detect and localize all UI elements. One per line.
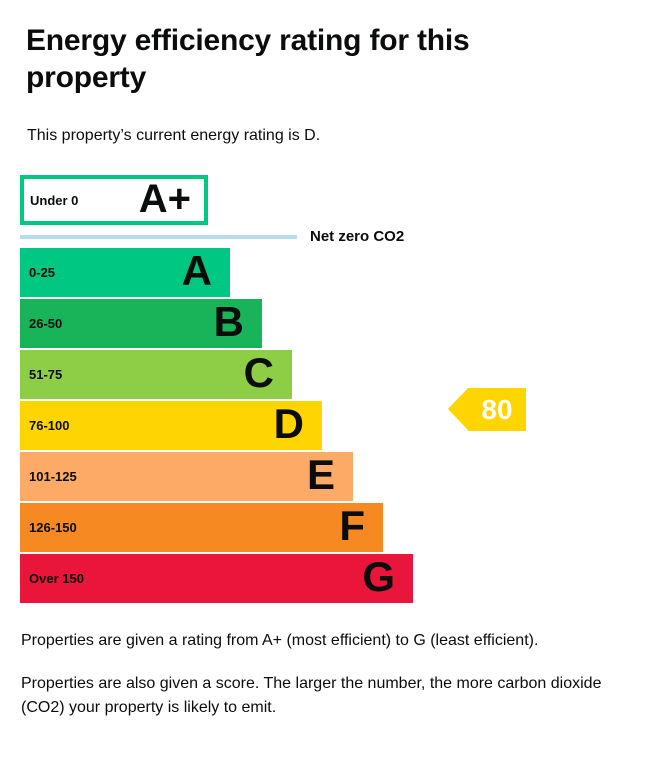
band-range-label: 26-50 — [29, 316, 63, 331]
rating-explanation-text: Properties are given a rating from A+ (m… — [21, 632, 539, 649]
score-explanation-text: Properties are also given a score. The l… — [21, 675, 602, 716]
net-zero-label: Net zero CO2 — [310, 228, 405, 245]
band-row-c: 51-75 C — [20, 350, 292, 399]
current-rating-text: This property’s current energy rating is… — [27, 127, 321, 144]
net-zero-row: Net zero CO2 — [20, 225, 650, 248]
band-row-b: 26-50 B — [20, 299, 262, 348]
band-letter: A — [181, 247, 212, 294]
band-range-label: Over 150 — [29, 571, 84, 586]
arrow-left-point-icon — [448, 388, 468, 430]
band-range-label: Under 0 — [30, 192, 79, 208]
band-range-label: 0-25 — [29, 265, 56, 280]
current-score-arrow: 80 — [448, 388, 526, 431]
page-title: Energy efficiency rating for this proper… — [26, 24, 470, 94]
band-row-e: 101-125 E — [20, 452, 353, 501]
band-row-f: 126-150 F — [20, 503, 383, 552]
band-letter: A+ — [138, 176, 191, 221]
band-letter: F — [339, 502, 365, 549]
band-row-a-plus: Under 0 A+ — [20, 175, 208, 225]
band-range-label: 51-75 — [29, 367, 63, 382]
chart-explanation: Properties are given a rating from A+ (m… — [21, 629, 641, 720]
band-range-label: 101-125 — [29, 469, 77, 484]
band-letter: G — [362, 553, 395, 600]
current-score-value: 80 — [481, 393, 513, 425]
band-row-d: 76-100 D — [20, 401, 322, 450]
current-score-badge: 80 — [468, 388, 526, 431]
net-zero-line — [20, 234, 297, 239]
band-letter: B — [213, 298, 244, 345]
band-letter: C — [243, 349, 274, 396]
band-range-label: 126-150 — [29, 520, 77, 535]
band-row-g: Over 150 G — [20, 554, 413, 603]
band-letter: E — [306, 451, 335, 498]
band-letter: D — [273, 400, 304, 447]
band-range-label: 76-100 — [29, 418, 70, 433]
energy-rating-chart: Under 0 A+ Net zero CO2 0-25 A 26-50 B 5… — [20, 175, 650, 603]
band-row-a: 0-25 A — [20, 248, 230, 297]
